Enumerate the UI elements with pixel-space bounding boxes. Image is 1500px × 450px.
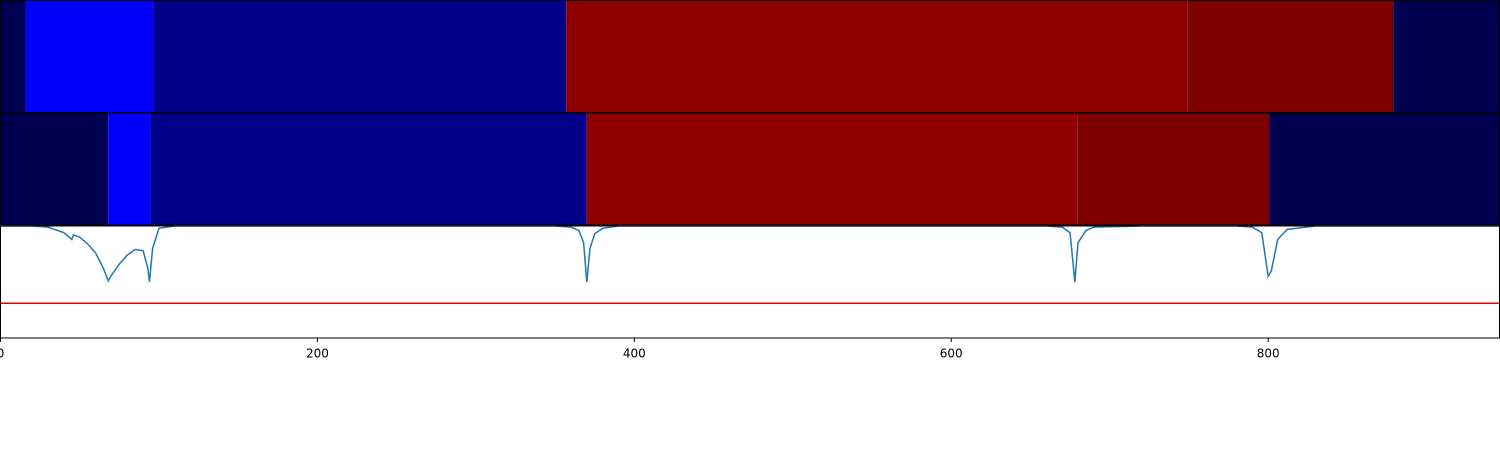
- segment: [1077, 113, 1270, 225]
- segment: [1269, 113, 1500, 225]
- segment: [25, 0, 154, 113]
- line: [0, 225, 1500, 283]
- segment: [0, 0, 26, 113]
- segment: [153, 0, 567, 113]
- x-tick-label: 600: [940, 347, 963, 361]
- x-tick-label: 800: [1257, 347, 1280, 361]
- segment: [0, 113, 109, 225]
- segment: [1187, 0, 1394, 113]
- x-tick-label: 200: [306, 347, 329, 361]
- segment: [1393, 0, 1500, 113]
- x-tick-label: 0: [0, 347, 4, 361]
- x-tick-label: 400: [623, 347, 646, 361]
- segment: [150, 113, 587, 225]
- segment: [108, 113, 151, 225]
- panel-border: [0, 225, 1500, 339]
- segment: [586, 113, 1078, 225]
- segment: [566, 0, 1188, 113]
